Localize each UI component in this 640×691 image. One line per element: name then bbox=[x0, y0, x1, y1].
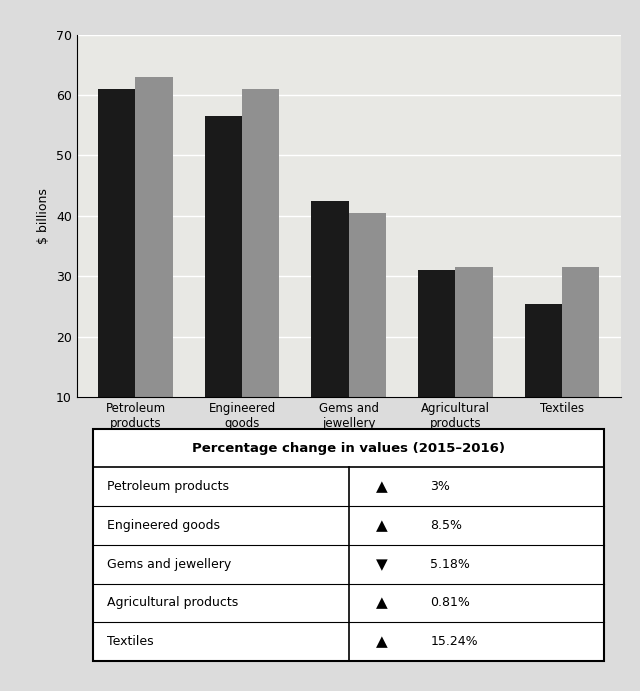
Text: 15.24%: 15.24% bbox=[431, 635, 478, 648]
Bar bbox=[456, 267, 493, 457]
Text: Engineered goods: Engineered goods bbox=[107, 519, 220, 532]
Text: Petroleum products: Petroleum products bbox=[107, 480, 228, 493]
Text: Textiles: Textiles bbox=[107, 635, 154, 648]
Text: 0.81%: 0.81% bbox=[431, 596, 470, 609]
Text: Agricultural products: Agricultural products bbox=[107, 596, 238, 609]
Text: 3%: 3% bbox=[431, 480, 451, 493]
Bar bbox=[562, 267, 600, 457]
Text: ▲: ▲ bbox=[376, 480, 388, 494]
Text: 5.18%: 5.18% bbox=[431, 558, 470, 571]
Text: Gems and jewellery: Gems and jewellery bbox=[107, 558, 231, 571]
Text: ▲: ▲ bbox=[376, 518, 388, 533]
Text: ▲: ▲ bbox=[376, 596, 388, 610]
Y-axis label: $ billions: $ billions bbox=[37, 188, 51, 244]
Text: 8.5%: 8.5% bbox=[431, 519, 463, 532]
X-axis label: Product Category: Product Category bbox=[280, 439, 417, 453]
Text: ▲: ▲ bbox=[376, 634, 388, 649]
Text: Percentage change in values (2015–2016): Percentage change in values (2015–2016) bbox=[192, 442, 506, 455]
Bar bbox=[525, 303, 562, 457]
Bar bbox=[98, 89, 136, 457]
Text: ▼: ▼ bbox=[376, 557, 388, 571]
Bar bbox=[242, 89, 280, 457]
Bar bbox=[312, 201, 349, 457]
Bar bbox=[418, 270, 456, 457]
Bar bbox=[205, 116, 242, 457]
Bar bbox=[349, 213, 386, 457]
Bar bbox=[136, 77, 173, 457]
